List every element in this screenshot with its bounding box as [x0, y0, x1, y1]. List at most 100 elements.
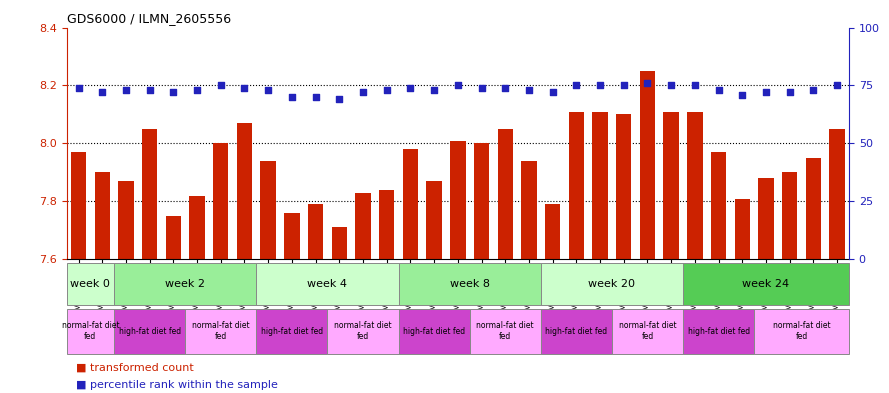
Point: [95, 89, 109, 95]
Bar: [569, 112, 584, 259]
Point: [593, 82, 607, 88]
Point: [213, 82, 228, 88]
Text: ■ percentile rank within the sample: ■ percentile rank within the sample: [76, 380, 277, 390]
Point: [806, 87, 821, 93]
Text: normal-fat diet
fed: normal-fat diet fed: [619, 321, 677, 341]
Text: normal-fat diet
fed: normal-fat diet fed: [477, 321, 534, 341]
Point: [664, 82, 678, 88]
Point: [237, 84, 252, 91]
Point: [190, 87, 204, 93]
Text: week 2: week 2: [165, 279, 205, 289]
Bar: [541, 263, 683, 305]
Text: high-fat diet fed: high-fat diet fed: [118, 327, 180, 336]
Point: [759, 89, 773, 95]
Bar: [398, 309, 469, 354]
Point: [119, 87, 133, 93]
Bar: [114, 309, 185, 354]
Bar: [67, 263, 114, 305]
Bar: [474, 143, 489, 259]
Text: high-fat diet fed: high-fat diet fed: [260, 327, 323, 336]
Bar: [829, 129, 845, 259]
Bar: [805, 158, 821, 259]
Bar: [754, 309, 849, 354]
Bar: [687, 112, 702, 259]
Bar: [782, 173, 797, 259]
Point: [640, 80, 654, 86]
Bar: [256, 263, 398, 305]
Point: [284, 94, 299, 100]
Bar: [213, 143, 228, 259]
Bar: [545, 204, 560, 259]
Bar: [711, 152, 726, 259]
Bar: [327, 309, 398, 354]
Point: [71, 84, 85, 91]
Bar: [758, 178, 773, 259]
Text: week 0: week 0: [70, 279, 110, 289]
Text: ■ transformed count: ■ transformed count: [76, 362, 193, 373]
Bar: [398, 263, 541, 305]
Bar: [450, 141, 466, 259]
Point: [332, 96, 347, 103]
Bar: [683, 309, 754, 354]
Point: [166, 89, 180, 95]
Text: week 20: week 20: [589, 279, 636, 289]
Text: week 24: week 24: [742, 279, 789, 289]
Bar: [114, 263, 256, 305]
Bar: [612, 309, 683, 354]
Bar: [541, 309, 612, 354]
Bar: [118, 181, 133, 259]
Bar: [592, 112, 608, 259]
Text: normal-fat diet
fed: normal-fat diet fed: [192, 321, 250, 341]
Point: [142, 87, 156, 93]
Text: high-fat diet fed: high-fat diet fed: [403, 327, 465, 336]
Point: [546, 89, 560, 95]
Point: [404, 84, 418, 91]
Bar: [663, 112, 679, 259]
Bar: [189, 196, 204, 259]
Bar: [71, 152, 86, 259]
Bar: [616, 114, 631, 259]
Bar: [165, 216, 181, 259]
Bar: [640, 71, 655, 259]
Bar: [284, 213, 300, 259]
Point: [711, 87, 725, 93]
Point: [569, 82, 583, 88]
Bar: [308, 204, 324, 259]
Point: [782, 89, 797, 95]
Bar: [236, 123, 252, 259]
Point: [451, 82, 465, 88]
Point: [688, 82, 702, 88]
Bar: [498, 129, 513, 259]
Point: [308, 94, 323, 100]
Bar: [356, 193, 371, 259]
Text: week 8: week 8: [450, 279, 490, 289]
Point: [522, 87, 536, 93]
Text: normal-fat diet
fed: normal-fat diet fed: [773, 321, 830, 341]
Point: [830, 82, 845, 88]
Point: [617, 82, 631, 88]
Bar: [332, 228, 347, 259]
Bar: [521, 161, 537, 259]
Bar: [734, 198, 750, 259]
Bar: [67, 309, 114, 354]
Point: [427, 87, 441, 93]
Point: [475, 84, 489, 91]
Bar: [260, 161, 276, 259]
Point: [735, 92, 749, 98]
Bar: [427, 181, 442, 259]
Point: [261, 87, 276, 93]
Bar: [683, 263, 849, 305]
Bar: [142, 129, 157, 259]
Bar: [185, 309, 256, 354]
Bar: [94, 173, 110, 259]
Bar: [379, 190, 395, 259]
Text: week 4: week 4: [308, 279, 348, 289]
Point: [380, 87, 394, 93]
Text: normal-fat diet
fed: normal-fat diet fed: [334, 321, 392, 341]
Text: high-fat diet fed: high-fat diet fed: [545, 327, 607, 336]
Text: normal-fat diet
fed: normal-fat diet fed: [61, 321, 119, 341]
Bar: [469, 309, 541, 354]
Bar: [256, 309, 327, 354]
Point: [356, 89, 370, 95]
Bar: [403, 149, 418, 259]
